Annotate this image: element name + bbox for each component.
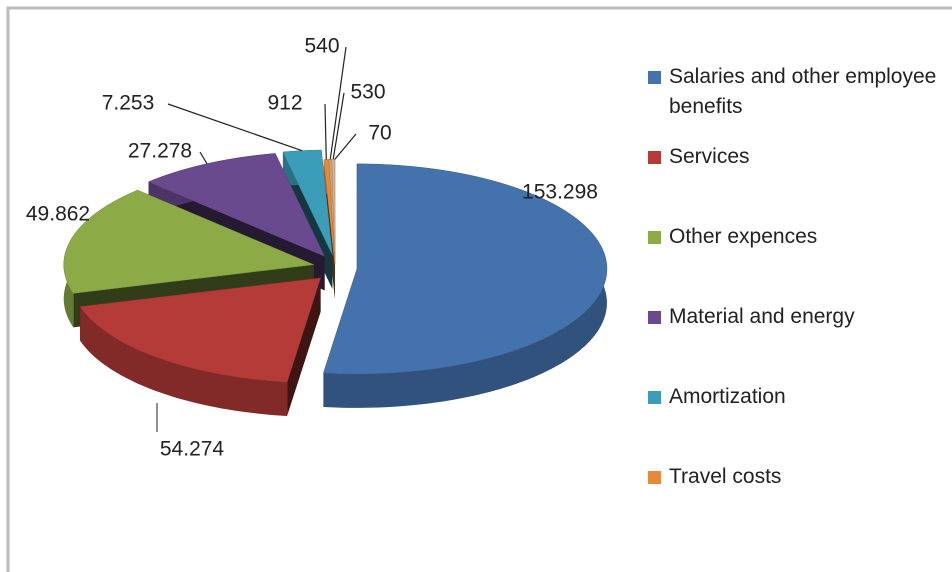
legend-swatch [648, 391, 661, 404]
legend-label: Amortization [669, 385, 786, 408]
legend-item: Services [648, 142, 948, 222]
leader-line [332, 92, 345, 160]
legend-label: Services [669, 145, 750, 168]
data-label: 70 [368, 122, 391, 145]
data-label: 49.862 [26, 203, 90, 226]
legend: Salaries and other employee benefits Serv… [648, 62, 948, 542]
data-label: 540 [304, 35, 339, 58]
slice-top [79, 277, 321, 383]
data-label: 7.253 [102, 92, 155, 115]
frame [6, 6, 952, 572]
slice-top [63, 189, 315, 294]
data-label: 153.298 [522, 181, 598, 204]
legend-item: Amortization [648, 382, 948, 462]
leader-line [324, 103, 327, 160]
slice-side [80, 306, 288, 417]
leader-line [329, 46, 347, 160]
legend-item: Salaries and other employee benefits [648, 62, 948, 142]
legend-item: Other expences [648, 222, 948, 302]
leader-line [167, 103, 303, 152]
leader-line [199, 151, 208, 165]
slice-top [282, 149, 333, 256]
leader-line [334, 133, 357, 160]
legend-swatch [648, 71, 661, 84]
slice-top [147, 153, 326, 257]
legend-label: Material and energy [669, 305, 855, 328]
legend-swatch [648, 471, 661, 484]
slice [323, 163, 608, 408]
slice [79, 277, 321, 417]
data-label: 54.274 [160, 438, 225, 461]
legend-swatch [648, 231, 661, 244]
data-label: 27.278 [128, 140, 192, 163]
legend-item: Travel costs [648, 462, 948, 542]
legend-swatch [648, 311, 661, 324]
data-label: 530 [350, 81, 385, 104]
data-label: 912 [267, 92, 302, 115]
legend-item: Material and energy [648, 302, 948, 382]
legend-swatch [648, 151, 661, 164]
legend-label: Other expences [669, 225, 818, 248]
legend-label: Travel costs [669, 465, 782, 488]
legend-label: Salaries and other employee benefits [669, 65, 937, 118]
slice-top [323, 163, 608, 375]
